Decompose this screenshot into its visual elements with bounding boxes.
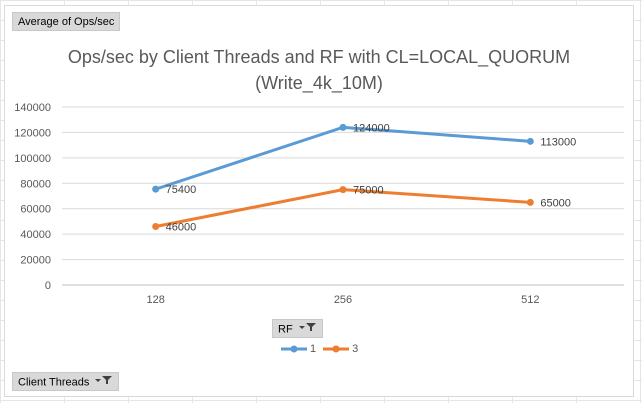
legend-swatch — [323, 345, 350, 353]
data-label: 113000 — [540, 136, 576, 148]
x-tick-label: 128 — [146, 294, 164, 306]
value-field-label: Average of Ops/sec — [18, 16, 115, 28]
data-label: 65000 — [540, 197, 571, 209]
legend-label: 1 — [310, 343, 317, 355]
series-line-3 — [154, 188, 532, 229]
chart-subtitle: (Write_4k_10M) — [255, 73, 383, 93]
x-tick-label: 256 — [334, 294, 352, 306]
y-tick-label: 120000 — [14, 127, 51, 139]
legend-entry-3: 3 — [322, 343, 358, 355]
axis-field-label: Client Threads — [18, 376, 90, 389]
data-point — [339, 186, 347, 194]
data-point — [526, 198, 534, 206]
y-tick-label: 0 — [45, 280, 51, 292]
data-point — [152, 223, 160, 231]
data-label: 75400 — [166, 184, 197, 196]
axis-field-button[interactable]: Client Threads — [12, 372, 120, 392]
legend-field-label: RF — [278, 323, 293, 336]
legend-swatch — [281, 345, 307, 353]
x-tick-label: 512 — [521, 294, 539, 306]
data-label: 124000 — [353, 122, 390, 134]
data-point — [526, 137, 534, 145]
y-tick-label: 60000 — [20, 204, 51, 216]
legend-entry-1: 1 — [280, 343, 316, 355]
y-tick-label: 20000 — [20, 255, 51, 267]
y-tick-label: 40000 — [20, 229, 51, 241]
legend-field-button[interactable]: RF — [272, 319, 323, 338]
y-tick-label: 140000 — [14, 102, 51, 114]
y-tick-label: 80000 — [20, 178, 51, 190]
data-label: 75000 — [353, 185, 384, 197]
filter-dropdown-icon[interactable] — [298, 320, 317, 339]
data-point — [152, 185, 160, 193]
data-point — [339, 123, 347, 131]
y-tick-label: 100000 — [14, 153, 51, 165]
value-field-button[interactable]: Average of Ops/sec — [12, 12, 121, 31]
filter-dropdown-icon[interactable] — [95, 373, 113, 392]
legend-label: 3 — [352, 343, 359, 355]
chart-title: Ops/sec by Client Threads and RF with CL… — [67, 47, 571, 67]
data-label: 46000 — [166, 222, 197, 234]
